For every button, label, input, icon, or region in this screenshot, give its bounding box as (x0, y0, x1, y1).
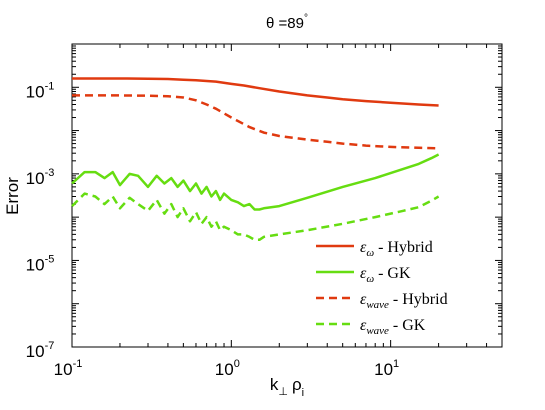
y-tick-label: 10-7 (26, 340, 55, 361)
y-tick-label: 10-5 (26, 253, 55, 274)
x-tick-label: 101 (374, 358, 399, 379)
y-tick-label: 10-1 (26, 80, 55, 101)
legend-label: εwave - Hybrid (360, 291, 448, 311)
axis-ticks: 10-1 100 101 10-7 10-5 10-3 10-1 (26, 44, 503, 379)
x-tick-label: 100 (215, 358, 240, 379)
legend: εω - Hybrid εω - GK εwave - Hybrid εwave - … (316, 239, 448, 337)
y-tick-label: 10-3 (26, 167, 55, 188)
series-line-3 (72, 94, 439, 150)
series-line-2 (71, 153, 440, 211)
legend-label: εwave - GK (360, 317, 426, 337)
y-axis-label: Error (3, 177, 22, 215)
chart-title: θ =89° (266, 13, 308, 32)
series-group (71, 77, 440, 242)
legend-label: εω - GK (360, 265, 411, 285)
x-axis-label: k⊥ ρi (270, 375, 304, 399)
x-tick-label: 10-1 (54, 358, 83, 379)
series-line-1 (72, 77, 439, 107)
legend-label: εω - Hybrid (360, 239, 433, 259)
series-line-4 (71, 192, 440, 242)
